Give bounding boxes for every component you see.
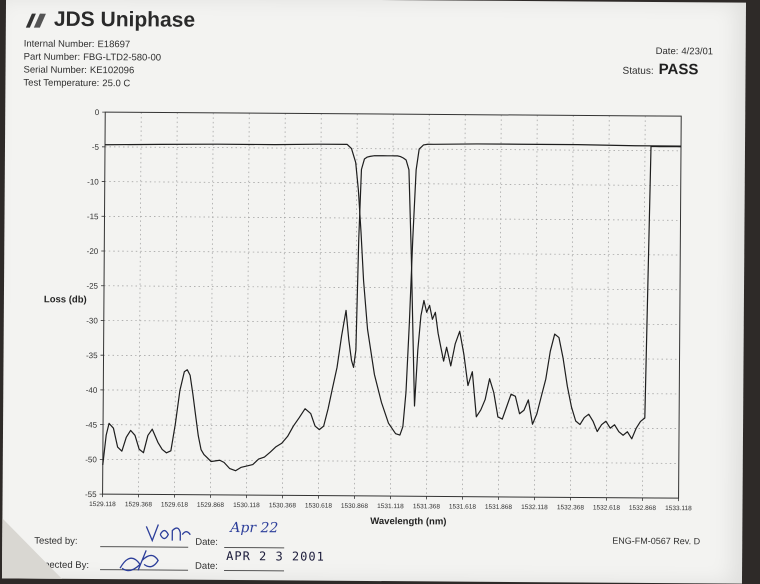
y-tick-label: -30 (86, 316, 98, 325)
date-stamp: APR 2 3 2001 (226, 549, 325, 564)
x-tick-label: 1529.868 (197, 502, 225, 509)
x-tick-label: 1531.618 (449, 504, 477, 511)
date-label-tested: Date: (195, 537, 218, 548)
y-tick-label: -5 (92, 143, 100, 152)
y-tick-label: 0 (95, 108, 100, 117)
y-tick-label: -40 (86, 386, 98, 395)
plot-frame (103, 112, 682, 498)
form-number: ENG-FM-0567 Rev. D (612, 536, 700, 547)
paper-sheet: JDS Uniphase Internal Number: E18697 Par… (2, 0, 746, 584)
y-axis-label: Loss (db) (44, 294, 87, 305)
x-axis-label: Wavelength (nm) (370, 516, 446, 528)
x-tick-label: 1532.118 (521, 504, 548, 511)
y-tick-label: -45 (85, 421, 97, 430)
grid-line-x (463, 115, 466, 497)
grid-line-x (319, 114, 322, 496)
grid-line-x (499, 115, 502, 497)
grid-line-y (103, 459, 679, 463)
series-line-secondary (103, 141, 681, 437)
inspected-by-signature (116, 546, 164, 574)
x-tick-label: 1531.368 (413, 503, 441, 510)
tested-by-signature (142, 520, 192, 546)
x-tick-label: 1532.868 (629, 505, 657, 512)
folded-corner (2, 518, 62, 578)
y-tick-label: -20 (87, 247, 99, 256)
loss-vs-wavelength-chart: 0 -5 -10 -15 -20 -25 -30 -35 -40 -45 -50 -55 1529.11… (2, 0, 746, 584)
date-label-inspected: Date: (195, 561, 218, 572)
y-tick-label: -25 (86, 282, 98, 291)
y-tick-label: -35 (86, 351, 98, 360)
handwritten-date: Apr 22 (230, 520, 278, 536)
grid-line-x (211, 113, 214, 495)
grid-line-x (175, 113, 178, 495)
grid-line-x (607, 116, 610, 498)
x-tick-label: 1533.118 (665, 505, 692, 512)
x-tick-label: 1532.618 (593, 505, 621, 512)
x-tick-label: 1529.368 (125, 501, 153, 508)
grid-line-x (571, 115, 574, 497)
x-tick-label: 1532.368 (557, 504, 585, 511)
y-tick-label: -10 (87, 177, 99, 186)
y-tick-label: -50 (85, 455, 97, 464)
grid-line-y (104, 320, 680, 324)
grid-line-x (139, 112, 142, 494)
grid-line-x (391, 114, 394, 496)
x-tick-label: 1529.618 (161, 502, 189, 509)
x-tick-label: 1531.118 (377, 503, 404, 510)
x-tick-label: 1530.118 (233, 502, 260, 509)
x-tick-label: 1529.118 (89, 501, 116, 508)
grid-line-y (105, 216, 681, 220)
y-tick-label: -15 (87, 212, 99, 221)
grid-line-x (283, 113, 286, 495)
x-tick-label: 1530.368 (269, 502, 297, 509)
x-tick-label: 1531.868 (485, 504, 513, 511)
grid-line-x (247, 113, 250, 495)
y-tick-label: -55 (85, 490, 97, 499)
x-tick-label: 1530.618 (305, 503, 333, 510)
grid-line-x (427, 114, 430, 496)
grid-line-x (535, 115, 538, 497)
grid-line-x (643, 116, 646, 498)
x-tick-label: 1530.868 (341, 503, 369, 510)
